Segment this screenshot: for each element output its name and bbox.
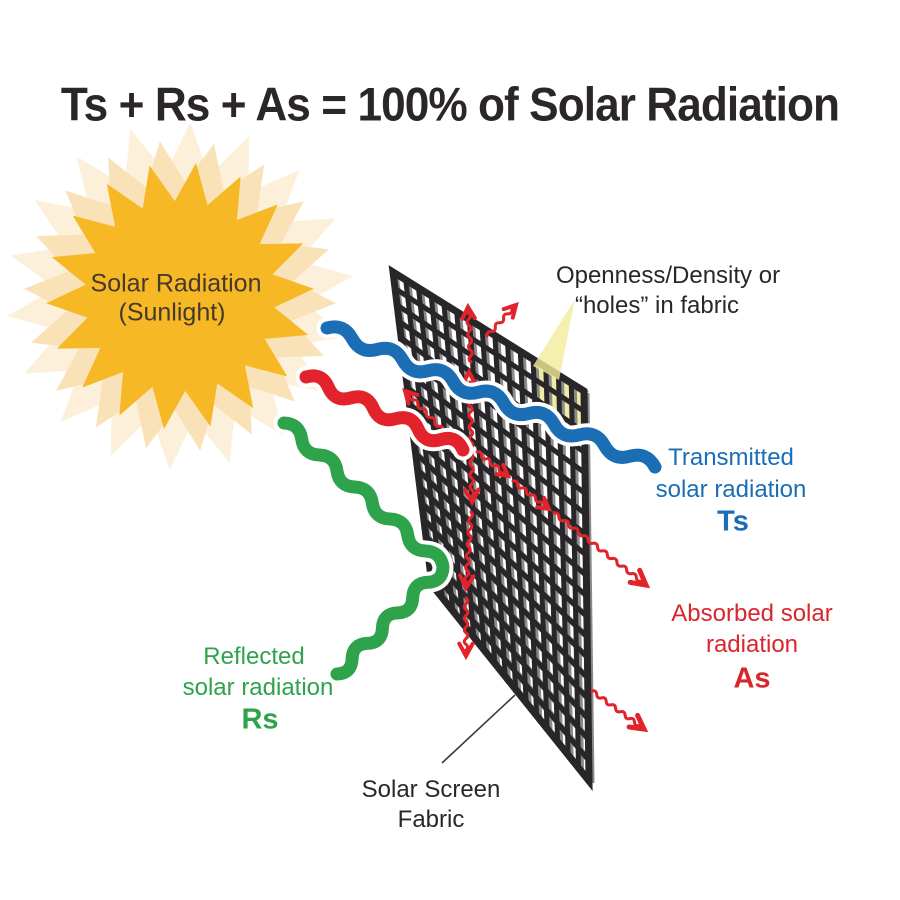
absorbed-label-line1: Absorbed solar <box>671 600 833 627</box>
reflected-label-line1: Reflected <box>203 643 305 670</box>
heat-arrow-diag2-icon <box>511 479 551 511</box>
fabric-label-line1: Solar Screen <box>361 776 501 803</box>
heat-arrow-down3-icon <box>462 596 470 658</box>
openness-label-line2: “holes” in fabric <box>574 292 740 319</box>
heat-arrow-down2-icon-head <box>458 573 476 593</box>
absorbed-wave-icon <box>299 369 470 457</box>
sun-label-line2: (Sunlight) <box>118 298 226 327</box>
heat-arrow-bottomright-icon <box>590 689 646 731</box>
page-title: Ts + Rs + As = 100% of Solar Radiation <box>60 77 840 131</box>
absorbed-direction-arrow-icon <box>552 511 648 587</box>
heat-arrow-upright-icon <box>485 303 518 338</box>
transmitted-symbol-Ts: Ts <box>717 505 749 538</box>
fabric-label-line2: Fabric <box>397 806 465 833</box>
absorbed-direction-arrow-icon-head <box>627 567 651 589</box>
heat-arrow-up-icon <box>464 305 474 364</box>
reflected-wave-icon <box>277 416 450 681</box>
fabric-leader-line <box>441 694 516 764</box>
transmitted-wave-icon <box>320 320 662 474</box>
absorbed-symbol-As: As <box>733 662 771 695</box>
heat-arrow-upleft-icon-head <box>402 387 420 406</box>
heat-arrow-upright-icon-head <box>501 301 519 320</box>
heat-arrow-diag2-icon-head <box>535 496 553 512</box>
heat-arrow-diag1-icon <box>475 450 510 478</box>
heat-arrow-bottomright-icon-head <box>626 712 649 733</box>
sun-label-line1: Solar Radiation <box>90 269 262 298</box>
heat-arrow-diag1-icon-head <box>494 463 512 479</box>
heat-arrow-mid-up-icon <box>460 367 478 386</box>
fabric-grid-border <box>388 265 593 792</box>
heat-arrow-down3-icon-head <box>457 641 475 661</box>
absorbed-label-line2: radiation <box>705 631 799 658</box>
reflected-symbol-Rs: Rs <box>241 703 279 736</box>
transmitted-label-line1: Transmitted <box>668 444 794 471</box>
heat-arrow-down1-icon-head <box>463 487 481 507</box>
reflected-label-line2: solar radiation <box>182 674 334 701</box>
heat-arrow-down2-icon <box>463 510 475 590</box>
sun-icon <box>46 163 314 429</box>
openness-pointer-beam <box>533 299 575 380</box>
openness-label-line1: Openness/Density or <box>555 262 781 289</box>
heat-arrow-up-icon-head <box>460 302 477 321</box>
transmitted-label-line2: solar radiation <box>655 476 807 503</box>
